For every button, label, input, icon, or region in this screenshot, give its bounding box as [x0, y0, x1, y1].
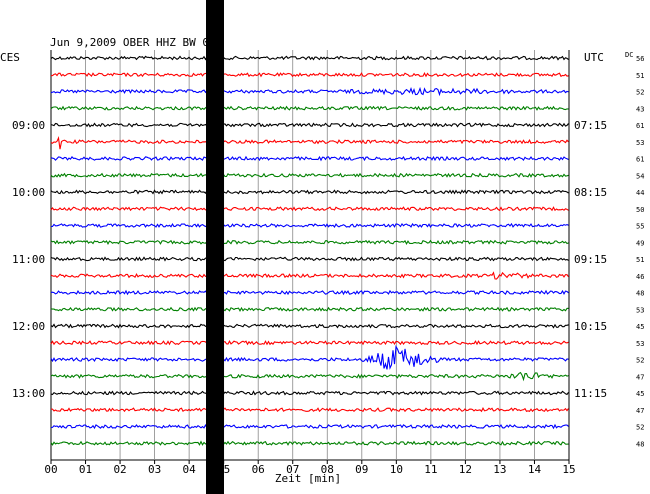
dc-offset-label: 51: [636, 72, 644, 80]
seismic-trace: [50, 306, 569, 312]
seismic-trace: [50, 155, 569, 162]
dc-offset-label: 61: [636, 156, 644, 164]
seismic-trace: [50, 323, 569, 329]
seismic-trace: [51, 222, 569, 229]
disturbance-bar: [219, 0, 224, 494]
x-tick-label: 02: [113, 463, 126, 476]
dc-offset-label: 49: [636, 239, 644, 247]
seismic-trace: [50, 122, 569, 128]
x-tick-label: 00: [44, 463, 57, 476]
x-tick-label: 10: [390, 463, 403, 476]
x-tick-label: 06: [252, 463, 265, 476]
right-time-label: 11:15: [574, 387, 607, 400]
dc-offset-label: 47: [636, 373, 644, 381]
dc-offset-label: 53: [636, 306, 644, 314]
x-tick-label: 09: [355, 463, 368, 476]
seismic-trace: [50, 271, 569, 280]
dc-offset-label: 52: [636, 357, 644, 365]
disturbance-bar: [216, 0, 221, 494]
seismic-trace: [50, 423, 569, 430]
seismic-trace: [50, 407, 569, 413]
left-time-label: 09:00: [12, 119, 45, 132]
seismic-trace: [50, 172, 569, 178]
x-tick-label: 08: [321, 463, 334, 476]
seismic-trace: [50, 256, 569, 262]
seismic-trace: [50, 289, 569, 296]
disturbance-bar: [212, 0, 218, 494]
x-tick-label: 15: [562, 463, 575, 476]
x-tick-label: 01: [79, 463, 92, 476]
dc-offset-label: 48: [636, 290, 644, 298]
right-axis-label: UTC: [584, 51, 604, 64]
dc-offset-label: 53: [636, 340, 644, 348]
right-time-label: 07:15: [574, 119, 607, 132]
chart-title: Jun 9,2009 OBER HHZ BW 01: [50, 36, 216, 49]
x-tick-label: 03: [148, 463, 161, 476]
seismic-trace: [50, 189, 569, 195]
dc-offset-label: 50: [636, 206, 644, 214]
left-time-label: 12:00: [12, 320, 45, 333]
seismic-trace: [50, 105, 569, 111]
x-tick-label: 05: [217, 463, 230, 476]
seismic-trace: [50, 390, 569, 396]
dc-offset-label: 45: [636, 390, 644, 398]
disturbance-bars: [206, 0, 224, 494]
trace-group: [50, 55, 569, 446]
left-time-label: 11:00: [12, 253, 45, 266]
x-tick-label: 14: [528, 463, 542, 476]
dc-offset-label: 52: [636, 89, 644, 97]
x-axis-label: Zeit [min]: [275, 472, 341, 485]
right-time-label: 10:15: [574, 320, 607, 333]
dc-offset-label: 54: [636, 172, 644, 180]
seismic-trace: [50, 340, 569, 346]
dc-offset-label: 52: [636, 424, 644, 432]
dc-offset-label: 44: [636, 189, 644, 197]
x-tick-label: 13: [493, 463, 506, 476]
axis-labels: 00 01 02 03 04 05 06 07 08 09 10 11 12 13 14 15 09:00 10:…: [12, 55, 644, 476]
seismic-trace: [50, 440, 569, 446]
left-time-label: 10:00: [12, 186, 45, 199]
right-time-label: 08:15: [574, 186, 607, 199]
dc-offset-label: 46: [636, 273, 644, 281]
dc-offset-label: 51: [636, 256, 644, 264]
dc-label: DC: [625, 51, 633, 59]
dc-offset-label: 43: [636, 105, 644, 113]
x-tick-label: 12: [459, 463, 472, 476]
dc-offset-label: 48: [636, 440, 644, 448]
disturbance-bar: [209, 0, 214, 494]
dc-offset-label: 61: [636, 122, 644, 130]
right-time-label: 09:15: [574, 253, 607, 266]
seismic-trace: [50, 239, 569, 245]
x-tick-label: 11: [424, 463, 437, 476]
seismic-trace: [50, 206, 569, 212]
dc-offset-label: 45: [636, 323, 644, 331]
seismic-trace: [50, 371, 569, 382]
left-axis-label: CES: [0, 51, 20, 64]
seismic-trace: [50, 71, 569, 78]
seismic-trace: [50, 55, 569, 61]
left-time-label: 13:00: [12, 387, 45, 400]
x-tick-label: 07: [286, 463, 299, 476]
x-tick-label: 04: [183, 463, 197, 476]
seismic-trace: [50, 136, 569, 150]
dc-offset-label: 56: [636, 55, 644, 63]
dc-offset-label: 47: [636, 407, 644, 415]
seismic-trace: [50, 345, 569, 370]
seismic-trace: [50, 86, 569, 97]
disturbance-bar: [206, 0, 211, 494]
dc-offset-label: 55: [636, 223, 644, 231]
dc-offset-label: 53: [636, 139, 644, 147]
